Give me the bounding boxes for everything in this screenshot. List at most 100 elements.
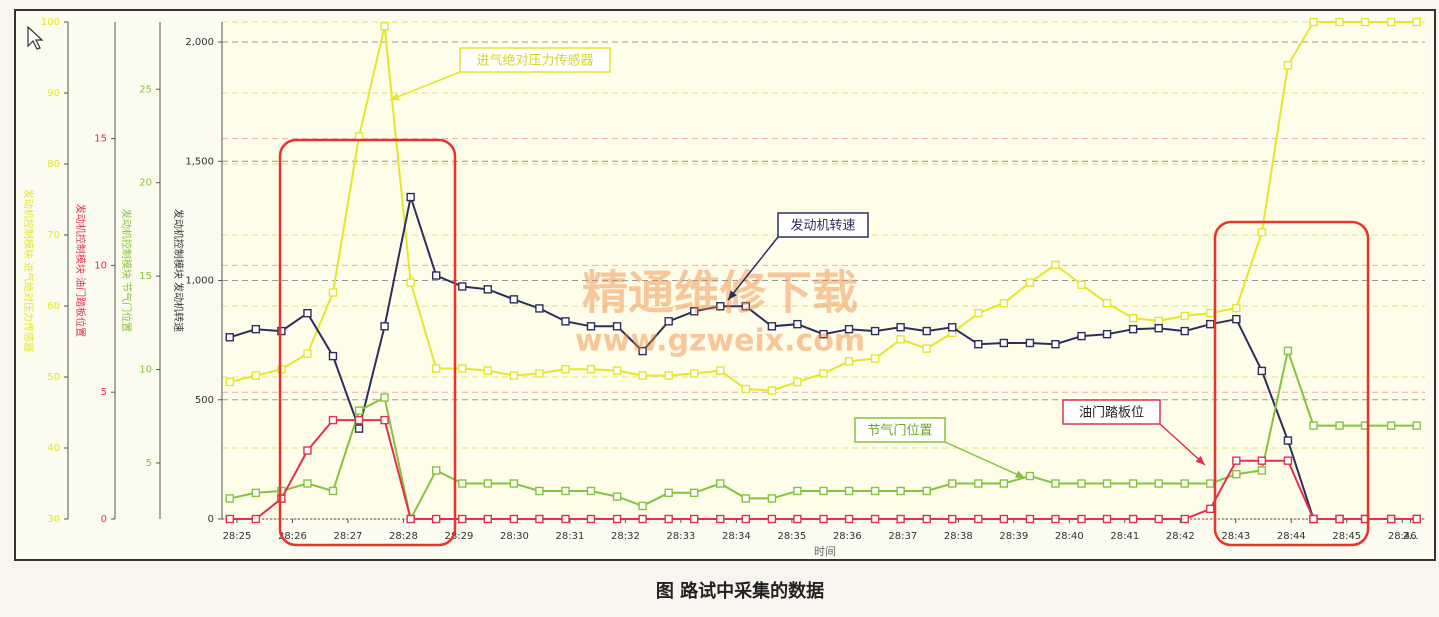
data-point	[1335, 421, 1344, 430]
data-point	[1102, 514, 1112, 524]
data-point	[870, 486, 880, 496]
data-point	[483, 366, 492, 375]
data-point	[922, 326, 931, 336]
data-point	[458, 282, 467, 291]
data-point	[844, 486, 854, 496]
data-point	[1360, 17, 1370, 27]
data-point	[586, 322, 596, 331]
data-point	[793, 319, 802, 329]
data-point	[1309, 421, 1318, 430]
data-point	[303, 479, 312, 488]
data-point	[767, 514, 777, 524]
data-point	[612, 322, 622, 331]
annotation-box	[459, 47, 611, 73]
annotation-box	[777, 212, 869, 238]
x-tick-label: 28:46	[1388, 531, 1417, 542]
data-point	[406, 514, 415, 524]
data-point	[354, 406, 364, 415]
y-tick-label: 1,500	[185, 156, 214, 167]
x-tick-label: 28:34	[722, 531, 751, 542]
y-tick-label: 15	[94, 134, 107, 145]
data-point	[535, 369, 544, 378]
data-point	[1283, 346, 1293, 356]
y-tick-label: 50	[47, 372, 60, 383]
y-tick-label: 25	[139, 84, 152, 95]
data-point	[1051, 514, 1060, 524]
data-point	[999, 298, 1009, 308]
y-tick-label: 15	[139, 271, 152, 282]
data-point	[509, 479, 519, 488]
data-point	[328, 288, 338, 297]
data-point	[380, 415, 389, 425]
y-tick-label: 60	[47, 301, 60, 312]
data-point	[1335, 514, 1344, 524]
data-point	[1077, 280, 1086, 289]
data-point	[922, 514, 931, 524]
data-point	[251, 324, 261, 334]
data-point	[1206, 308, 1215, 318]
y-axis-title: 发动机控制模块 油门踏板位置	[74, 204, 87, 337]
data-point	[431, 271, 441, 280]
annotation-label: 节气门位置	[867, 423, 932, 439]
data-point	[999, 338, 1009, 348]
data-point	[896, 323, 905, 332]
data-point	[328, 486, 338, 496]
data-point	[1386, 421, 1396, 430]
data-point	[1154, 316, 1163, 326]
data-point	[793, 486, 802, 496]
data-point	[1257, 227, 1267, 237]
data-point	[1077, 479, 1086, 488]
arrow-head	[1015, 470, 1025, 478]
data-point	[974, 308, 983, 318]
data-point	[303, 446, 312, 455]
data-point	[1232, 469, 1241, 479]
watermark-text: www.gzweix.com	[575, 324, 865, 359]
data-point	[277, 326, 286, 336]
highlight-box	[278, 138, 457, 547]
y-tick-label: 2,000	[185, 37, 214, 48]
data-point	[1025, 338, 1035, 348]
data-point	[458, 479, 467, 488]
y-tick-label: 40	[47, 443, 60, 454]
data-point	[586, 486, 596, 496]
data-point	[1102, 479, 1112, 488]
cursor-icon	[27, 25, 44, 50]
data-point	[535, 304, 544, 313]
arrow-head	[728, 290, 737, 300]
data-point	[1257, 366, 1267, 376]
data-point	[1051, 479, 1060, 488]
data-point	[1412, 17, 1421, 27]
annotation-box	[854, 417, 946, 443]
data-point	[612, 514, 622, 524]
data-point	[406, 278, 415, 287]
x-tick-label: 28:40	[1055, 531, 1084, 542]
data-point	[1025, 514, 1035, 524]
data-point	[974, 479, 983, 488]
data-point	[819, 514, 828, 524]
data-point	[1128, 313, 1138, 323]
x-tick-label: 2...	[1403, 531, 1419, 542]
data-point	[1412, 514, 1421, 524]
data-point	[664, 488, 673, 498]
annotation-arrow	[1159, 423, 1206, 466]
y-axis-title: 发动机控制模块 进气绝对压力传感器	[22, 189, 35, 352]
data-point	[716, 366, 725, 375]
data-point	[690, 514, 699, 524]
data-point	[690, 488, 699, 498]
data-point	[251, 514, 261, 524]
y-tick-label: 0	[208, 514, 214, 525]
data-point	[896, 514, 905, 524]
data-point	[870, 514, 880, 524]
data-point	[1025, 278, 1035, 287]
x-tick-label: 28:31	[556, 531, 585, 542]
data-point	[328, 415, 338, 425]
data-point	[1154, 514, 1163, 524]
data-point	[1051, 260, 1060, 270]
data-point	[535, 486, 544, 496]
data-point	[509, 295, 519, 304]
data-point	[999, 479, 1009, 488]
data-point	[612, 366, 622, 375]
data-point	[716, 302, 725, 311]
